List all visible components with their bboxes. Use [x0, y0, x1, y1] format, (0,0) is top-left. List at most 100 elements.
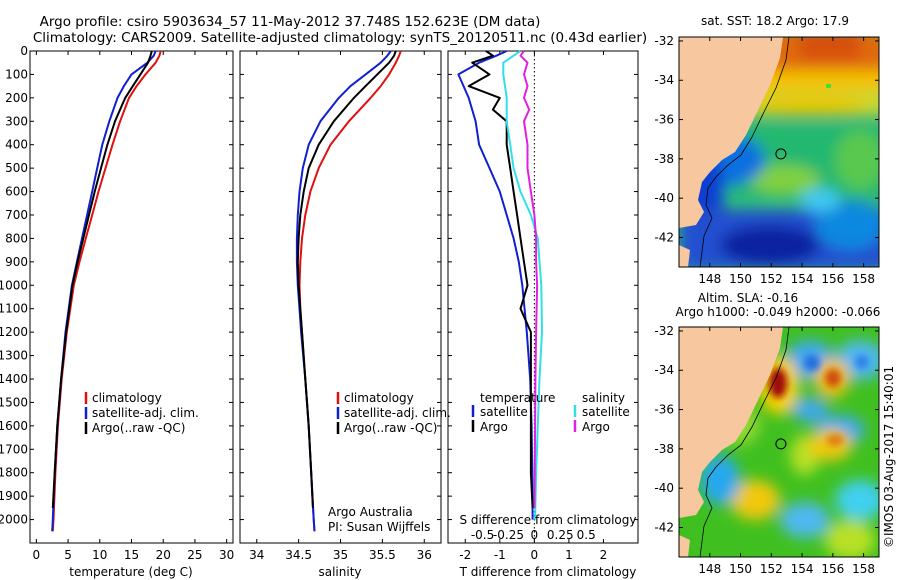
sst-argo-position-marker [775, 148, 787, 160]
legend-label-argo: Argo(..raw -QC) [344, 421, 437, 435]
map-y-tick-label: -40 [654, 481, 674, 495]
sst-field [679, 37, 879, 267]
map-y-tick-label: -42 [654, 231, 674, 245]
legend-title-salinity: salinity [582, 391, 625, 405]
sla-map-frame [678, 326, 880, 558]
temperature-legend: climatology satellite-adj. clim. Argo(..… [84, 391, 199, 435]
legend-label-s-argo: Argo [582, 420, 610, 434]
map-x-tick-label: 158 [852, 272, 875, 286]
x-top-tick-label: -0.5 [471, 528, 494, 542]
y-tick-label: 600 [5, 185, 28, 199]
y-tick-label: 200 [5, 91, 28, 105]
temperature-chart: 0100200300400500600700800900100011001200… [0, 44, 234, 562]
salinity-x-label: salinity [318, 565, 361, 579]
salinity-panel-frame [239, 50, 442, 544]
map-y-tick-label: -32 [654, 324, 674, 338]
map-y-tick-label: -40 [654, 191, 674, 205]
sst-map [679, 37, 879, 267]
salinity-chart: 34 34.5 35 35.5 36 [240, 50, 441, 562]
map-x-tick-label: 156 [821, 272, 844, 286]
x-tick-label: 25 [187, 548, 202, 562]
x-tick-label: 5 [64, 548, 72, 562]
y-tick-label: 700 [5, 208, 28, 222]
difference-x-label-top: S difference from climatology [460, 513, 637, 527]
y-tick-label: 1400 [0, 372, 28, 386]
sla-map-title: Altim. SLA: -0.16 [698, 291, 798, 305]
y-tick-label: 900 [5, 255, 28, 269]
map-y-tick-label: -38 [654, 442, 674, 456]
x-tick-label: 35 [333, 548, 348, 562]
x-tick-label: 10 [92, 548, 107, 562]
series-line-s-satellite [502, 50, 543, 520]
y-tick-label: 2000 [0, 513, 28, 527]
sla-shelf-contour [699, 327, 790, 557]
legend-label-climatology: climatology [92, 391, 162, 405]
sst-map-axes: 148 150 152 154 156 158 -32 -34 -36 -38 -40 -42 [654, 34, 879, 286]
y-tick-label: 1800 [0, 466, 28, 480]
sla-argo-position-marker [775, 438, 787, 450]
legend-label-t-satellite: satellite [480, 405, 528, 419]
legend-label-t-argo: Argo [480, 420, 508, 434]
sla-eddies [769, 355, 869, 446]
map-x-tick-label: 154 [791, 272, 814, 286]
map-x-tick-label: 150 [729, 562, 752, 576]
legend-label-satellite: satellite-adj. clim. [344, 406, 451, 420]
sla-map-axes: 148 150 152 154 156 158 -32 -34 -36 -38 -40 -42 [654, 324, 879, 576]
map-x-tick-label: 148 [698, 562, 721, 576]
figure-title-line2: Climatology: CARS2009. Satellite-adjuste… [33, 30, 647, 46]
salinity-annotation-line1: Argo Australia [328, 505, 413, 519]
map-y-tick-label: -38 [654, 152, 674, 166]
x-tick-label: 2 [600, 548, 608, 562]
y-tick-label: 1700 [0, 442, 28, 456]
map-y-tick-label: -42 [654, 521, 674, 535]
sst-land [679, 37, 783, 228]
map-y-tick-label: -34 [654, 363, 674, 377]
x-top-tick-label: 0.5 [577, 528, 596, 542]
sst-land-tasmania [679, 245, 690, 267]
difference-legend: temperature satellite Argo salinity sate… [471, 391, 630, 434]
x-tick-label: 20 [156, 548, 171, 562]
sst-hotspot [826, 84, 831, 88]
difference-panel-frame [447, 50, 639, 544]
y-tick-label: 1200 [0, 325, 28, 339]
series-line-t-argo [467, 50, 534, 508]
y-tick-label: 1300 [0, 349, 28, 363]
series-line-argo-raw-qc [296, 50, 397, 508]
temperature-panel-frame [29, 50, 234, 544]
sla-land-tasmania [679, 535, 690, 557]
y-tick-label: 100 [5, 67, 28, 81]
sst-shelf-contour [699, 37, 790, 267]
map-y-tick-label: -36 [654, 403, 674, 417]
map-x-tick-label: 152 [760, 272, 783, 286]
map-y-tick-label: -34 [654, 73, 674, 87]
y-tick-label: 400 [5, 138, 28, 152]
x-tick-label: 34.5 [285, 548, 312, 562]
salinity-annotation-line2: PI: Susan Wijffels [328, 520, 430, 534]
map-y-tick-label: -32 [654, 34, 674, 48]
x-tick-label: 0 [531, 548, 539, 562]
y-tick-label: 300 [5, 114, 28, 128]
x-tick-label: 0 [33, 548, 41, 562]
y-tick-label: 1100 [0, 302, 28, 316]
y-tick-label: 500 [5, 161, 28, 175]
series-line-argo-raw-qc [51, 50, 153, 508]
map-x-tick-label: 154 [791, 562, 814, 576]
legend-label-climatology: climatology [344, 391, 414, 405]
map-x-tick-label: 150 [729, 272, 752, 286]
y-tick-label: 1600 [0, 419, 28, 433]
figure-title-line1: Argo profile: csiro 5903634_57 11-May-20… [40, 14, 541, 30]
x-tick-label: 15 [124, 548, 139, 562]
difference-x-label-bottom: T difference from climatology [459, 565, 637, 579]
y-tick-label: 0 [20, 44, 28, 58]
sla-map [679, 327, 879, 557]
y-tick-label: 1900 [0, 489, 28, 503]
sst-map-frame [678, 36, 880, 268]
sla-land [679, 327, 783, 518]
y-tick-label: 1500 [0, 395, 28, 409]
sst-map-title: sat. SST: 18.2 Argo: 17.9 [701, 14, 849, 28]
x-tick-label: 34 [249, 548, 264, 562]
map-x-tick-label: 158 [852, 562, 875, 576]
map-y-tick-label: -36 [654, 113, 674, 127]
